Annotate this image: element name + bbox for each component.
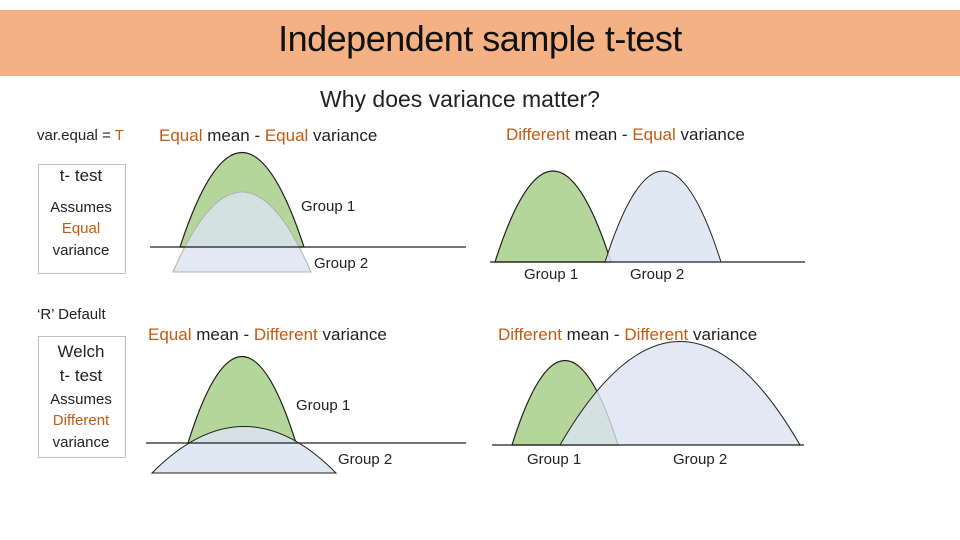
heading-different-mean-different-variance: Different mean - Different variance	[498, 325, 757, 345]
group1-curve	[187, 356, 297, 444]
diagram-different-mean-different-variance	[492, 341, 804, 446]
heading-equal-mean-different-variance: Equal mean - Different variance	[148, 325, 387, 345]
heading-part: Equal	[264, 126, 309, 145]
welch-assumes-label: Assumes	[50, 391, 112, 408]
heading-part: Equal	[632, 125, 676, 144]
group2-curve	[172, 191, 312, 273]
group2-label: Group 2	[630, 266, 685, 283]
group1-curve	[494, 170, 612, 263]
welch-label: Welch	[57, 342, 105, 361]
group2-label: Group 2	[338, 451, 393, 468]
heading-part: mean -	[569, 125, 633, 144]
heading-part: variance	[688, 325, 758, 344]
heading-part: Equal	[148, 325, 192, 344]
heading-part: variance	[308, 126, 378, 145]
heading-part: Different	[253, 325, 318, 344]
page-title: Independent sample t-test	[278, 18, 682, 59]
group2-curve	[559, 341, 801, 446]
diagram-equal-mean-equal-variance	[150, 151, 466, 273]
diagram-equal-mean-different-variance	[146, 356, 466, 474]
heading-part: variance	[675, 125, 745, 144]
group1-label: Group 1	[527, 451, 582, 468]
group2-label: Group 2	[673, 451, 728, 468]
heading-part: Different	[624, 325, 689, 344]
heading-part: mean -	[191, 325, 254, 344]
assumes-equal-label: Equal	[61, 220, 101, 237]
var-equal-value: T	[114, 127, 124, 144]
var-equal-prefix: var.equal =	[37, 127, 115, 144]
ttest-label: t- test	[59, 166, 103, 185]
group2-curve	[150, 426, 338, 474]
heading-part: Different	[498, 325, 562, 344]
welch-variance-label: variance	[52, 434, 110, 451]
heading-equal-mean-equal-variance: Equal mean - Equal variance	[159, 126, 377, 146]
heading-part: mean -	[202, 126, 265, 145]
group2-label: Group 2	[314, 255, 369, 272]
assumes-label: Assumes	[50, 199, 112, 216]
welch-ttest-label: t- test	[59, 366, 103, 385]
heading-part: Different	[506, 125, 570, 144]
page-subtitle: Why does variance matter?	[320, 86, 600, 112]
welch-different-label: Different	[52, 412, 110, 429]
group1-label: Group 1	[524, 266, 579, 283]
equal-variance-box	[38, 164, 126, 274]
var-equal-setting: var.equal = T	[37, 127, 124, 144]
heading-different-mean-equal-variance: Different mean - Equal variance	[506, 125, 745, 145]
group1-label: Group 1	[296, 397, 351, 414]
group1-label: Group 1	[301, 198, 356, 215]
heading-part: mean -	[561, 325, 625, 344]
heading-part: variance	[317, 325, 387, 344]
group2-curve	[604, 170, 722, 263]
diagram-different-mean-equal-variance	[490, 170, 805, 263]
welch-box	[38, 336, 126, 458]
r-default-label: ‘R’ Default	[37, 306, 106, 323]
heading-part: Equal	[159, 126, 203, 145]
title-bar	[0, 10, 960, 76]
variance-label: variance	[52, 242, 110, 259]
